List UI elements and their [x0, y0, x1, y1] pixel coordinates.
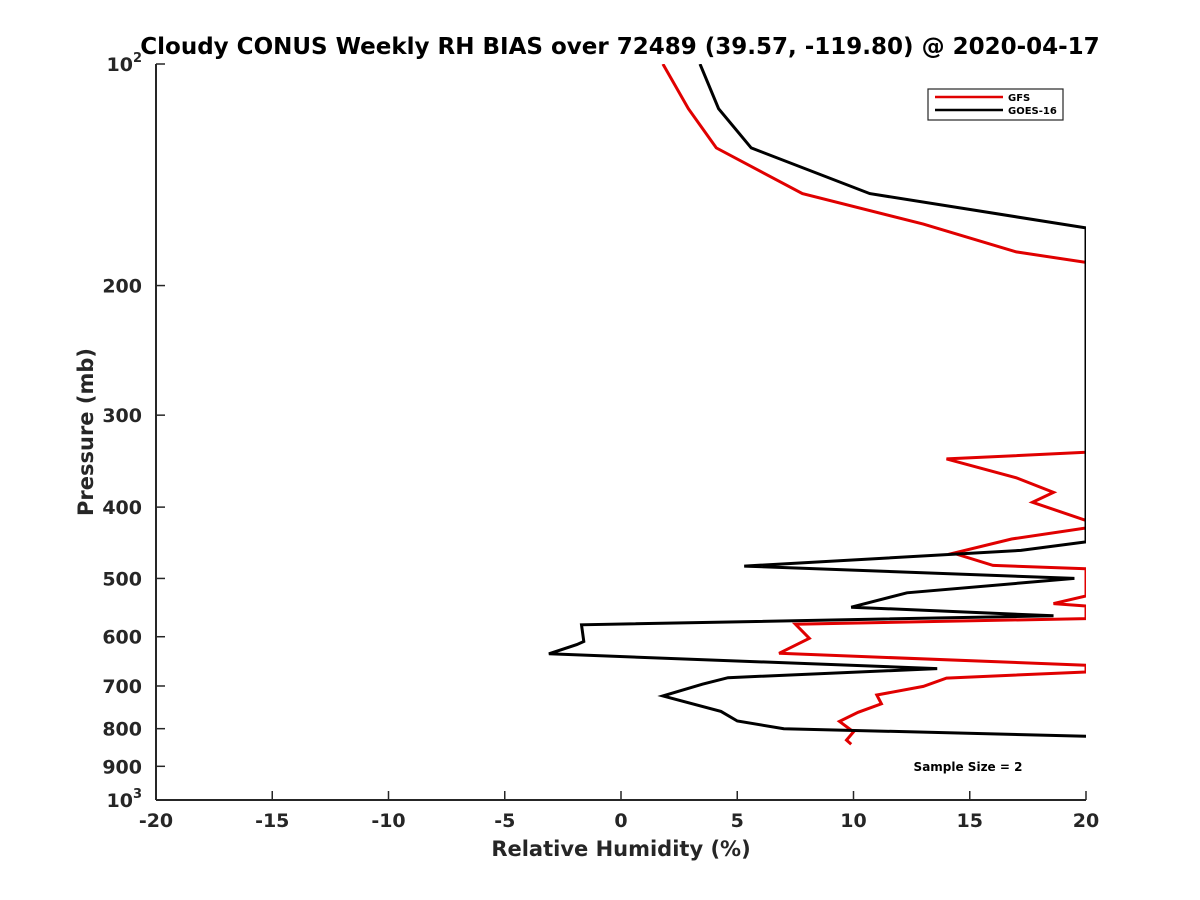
y-tick-label: 800: [102, 719, 142, 741]
x-tick-label: 0: [614, 810, 627, 832]
chart-title: Cloudy CONUS Weekly RH BIAS over 72489 (…: [140, 34, 1099, 60]
y-tick-label: 700: [102, 676, 142, 698]
series-line-goes16: [548, 64, 1086, 738]
x-ticks: -20 -15 -10 -5 0 5 10 15 20: [139, 791, 1099, 832]
y-tick-label: 500: [102, 568, 142, 590]
y-axis-label: Pressure (mb): [74, 348, 98, 516]
legend-box: [927, 88, 1064, 121]
y-tick-base: 10: [107, 790, 133, 812]
y-tick-base: 10: [107, 54, 133, 76]
x-tick-label: -15: [255, 810, 289, 832]
x-axis-label: Relative Humidity (%): [491, 837, 750, 861]
y-tick-label: 300: [102, 405, 142, 427]
series-line-gfs: [661, 64, 1086, 746]
legend: GFS GOES-16: [927, 88, 1064, 121]
y-tick-exponent: 2: [133, 51, 142, 66]
legend-label-gfs: GFS: [1008, 93, 1030, 104]
x-tick-label: -5: [494, 810, 515, 832]
sample-size-annotation: Sample Size = 2: [914, 760, 1023, 774]
x-tick-label: -20: [139, 810, 173, 832]
x-tick-label: 20: [1073, 810, 1099, 832]
x-tick-label: -10: [371, 810, 405, 832]
x-tick-label: 15: [957, 810, 983, 832]
y-tick-label: 600: [102, 627, 142, 649]
y-tick-exponent: 3: [133, 787, 142, 802]
y-tick-label: 102: [107, 51, 143, 76]
legend-label-goes16: GOES-16: [1008, 106, 1057, 117]
x-tick-label: 10: [840, 810, 866, 832]
y-tick-label: 103: [107, 787, 143, 812]
y-tick-label: 200: [102, 276, 142, 298]
series-layer: [548, 64, 1086, 746]
y-tick-label: 900: [102, 756, 142, 778]
x-tick-label: 5: [731, 810, 744, 832]
y-tick-label: 400: [102, 497, 142, 519]
